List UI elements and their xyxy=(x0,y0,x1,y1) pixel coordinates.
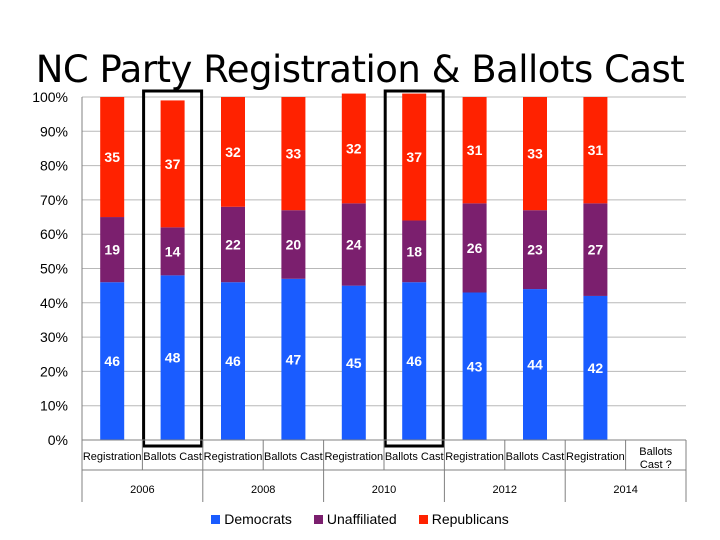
x-tick-label: Registration xyxy=(566,451,625,463)
bar-unaffiliated xyxy=(402,220,427,283)
data-label: 24 xyxy=(346,236,362,252)
legend: Democrats Unaffiliated Republicans xyxy=(0,511,720,527)
legend-swatch-republicans xyxy=(418,514,428,524)
x-tick-label: Registration xyxy=(204,451,263,463)
x-tick-label: Registration xyxy=(83,451,142,463)
bar-unaffiliated xyxy=(100,217,125,283)
y-tick-label: 60% xyxy=(40,226,68,242)
x-group-label: 2008 xyxy=(251,484,275,496)
bar-republicans xyxy=(281,97,306,211)
bar-unaffiliated xyxy=(462,203,487,293)
data-label: 46 xyxy=(104,353,120,369)
bar-democrats xyxy=(281,278,306,440)
data-label: 46 xyxy=(225,353,241,369)
data-label: 32 xyxy=(225,144,241,160)
bar-republicans xyxy=(160,100,185,228)
y-tick-label: 90% xyxy=(40,123,68,139)
legend-label-republicans: Republicans xyxy=(431,511,509,527)
data-label: 42 xyxy=(588,360,604,376)
data-label: 18 xyxy=(406,243,422,259)
x-tick-label: Ballots Cast xyxy=(143,451,202,463)
data-label: 27 xyxy=(588,242,604,258)
data-label: 33 xyxy=(286,146,302,162)
data-label: 47 xyxy=(286,351,302,367)
bar-democrats xyxy=(462,292,487,440)
y-tick-label: 30% xyxy=(40,329,68,345)
data-label: 20 xyxy=(286,236,302,252)
data-label: 37 xyxy=(406,149,422,165)
bar-republicans xyxy=(402,93,427,221)
data-label: 22 xyxy=(225,236,241,252)
y-tick-label: 0% xyxy=(48,432,68,448)
legend-label-democrats: Democrats xyxy=(224,511,292,527)
bar-democrats xyxy=(523,289,547,440)
data-label: 14 xyxy=(165,243,181,259)
data-label: 45 xyxy=(346,355,362,371)
y-tick-label: 80% xyxy=(40,158,68,174)
data-label: 46 xyxy=(406,353,422,369)
y-tick-label: 70% xyxy=(40,192,68,208)
x-group-label: 2006 xyxy=(130,484,154,496)
bar-republicans xyxy=(523,97,547,211)
bar-unaffiliated xyxy=(160,227,185,276)
data-label: 19 xyxy=(104,242,120,258)
data-label: 23 xyxy=(527,242,543,258)
bar-republicans xyxy=(462,97,487,204)
data-label: 37 xyxy=(165,156,181,172)
legend-item-unaffiliated: Unaffiliated xyxy=(313,511,397,527)
legend-swatch-unaffiliated xyxy=(313,514,323,524)
bar-unaffiliated xyxy=(281,210,306,279)
y-tick-label: 50% xyxy=(40,261,68,277)
bar-unaffiliated xyxy=(341,203,366,286)
x-tick-label: Ballots Cast xyxy=(264,451,323,463)
highlight-box xyxy=(142,89,204,448)
y-tick-label: 40% xyxy=(40,295,68,311)
y-tick-label: 20% xyxy=(40,363,68,379)
bar-republicans xyxy=(221,97,245,207)
bar-unaffiliated xyxy=(221,206,245,283)
x-tick-label: Ballots Cast ? xyxy=(639,446,673,471)
bar-republicans xyxy=(100,97,125,218)
data-label: 44 xyxy=(527,357,543,373)
bar-republicans xyxy=(583,97,608,204)
stacked-bar-chart: 0% 10% 20% 30% 40% 50% 60% 70% 80% 90% 100% 46 19 35 4… xyxy=(32,89,687,502)
data-label: 43 xyxy=(467,358,483,374)
x-tick-label: Ballots Cast xyxy=(385,451,444,463)
data-label: 35 xyxy=(104,149,120,165)
x-tick-label: Registration xyxy=(324,451,383,463)
x-tick-label: Ballots Cast xyxy=(506,451,565,463)
data-label: 33 xyxy=(527,146,543,162)
chart-title: NC Party Registration & Ballots Cast xyxy=(35,48,685,91)
y-tick-label: 100% xyxy=(32,89,68,105)
data-label: 26 xyxy=(467,240,483,256)
bar-democrats xyxy=(402,282,427,440)
bar-unaffiliated xyxy=(523,210,547,290)
legend-swatch-democrats xyxy=(211,514,221,524)
y-tick-label: 10% xyxy=(40,398,68,414)
legend-item-republicans: Republicans xyxy=(418,511,509,527)
legend-item-democrats: Democrats xyxy=(211,511,292,527)
data-label: 48 xyxy=(165,350,181,366)
bar-democrats xyxy=(221,282,245,440)
highlight-box xyxy=(383,89,445,448)
bar-democrats xyxy=(583,295,608,440)
bar-democrats xyxy=(100,282,125,440)
bar-democrats xyxy=(341,285,366,440)
x-tick-label: Registration xyxy=(445,451,504,463)
bar-unaffiliated xyxy=(583,203,608,296)
data-label: 31 xyxy=(588,142,604,158)
data-label: 32 xyxy=(346,140,362,156)
data-label: 31 xyxy=(467,142,483,158)
bar-republicans xyxy=(341,93,366,204)
x-group-label: 2012 xyxy=(493,484,517,496)
x-group-label: 2014 xyxy=(613,484,637,496)
bar-democrats xyxy=(160,275,185,440)
legend-label-unaffiliated: Unaffiliated xyxy=(326,511,397,527)
x-group-label: 2010 xyxy=(372,484,396,496)
